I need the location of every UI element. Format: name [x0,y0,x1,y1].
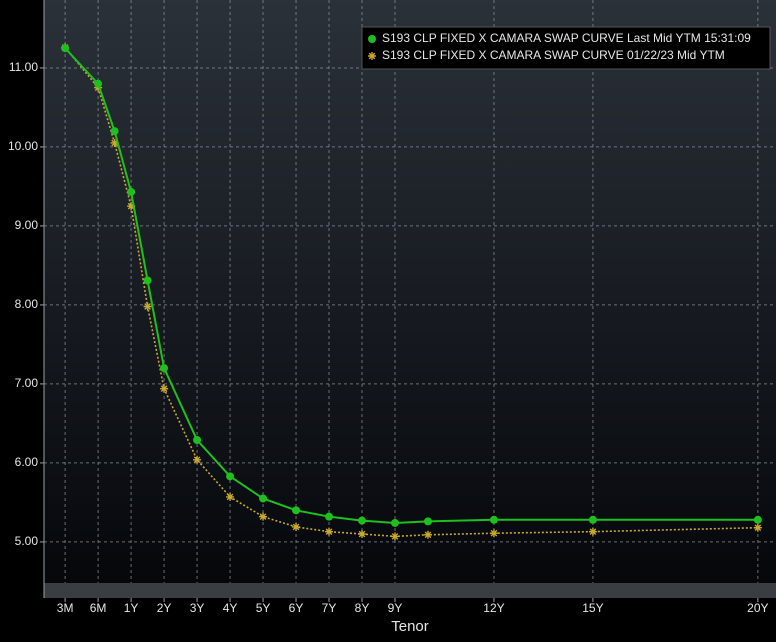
x-axis-band [44,583,776,598]
x-tick-label: 3M [57,601,74,615]
y-tick-label: 6.00 [15,455,39,469]
point [160,384,169,393]
point [423,530,432,539]
x-tick-label: 3Y [190,601,205,615]
x-tick-label: 15Y [582,601,603,615]
point [358,530,367,539]
series-line [64,46,758,538]
point [61,44,70,53]
legend-marker [368,35,376,43]
x-tick-label: 4Y [223,601,238,615]
legend-box [361,26,771,70]
point [193,436,202,445]
x-tick-label: 6Y [289,601,304,615]
y-tick-label: 5.00 [15,534,39,548]
point [358,516,367,525]
x-tick-label: 7Y [322,601,337,615]
x-tick-label: 8Y [355,601,370,615]
legend-label: S193 CLP FIXED X CAMARA SWAP CURVE 01/22… [382,48,725,62]
point [753,523,762,532]
x-tick-label: 5Y [256,601,271,615]
y-tick-label: 11.00 [9,60,38,74]
y-tick-label: 9.00 [15,218,39,232]
point [588,527,597,536]
series [61,43,762,541]
x-tick-label: 12Y [483,601,504,615]
point [127,187,136,196]
point [423,517,432,526]
plot-area [44,0,776,583]
point [489,515,498,524]
point [259,512,268,521]
point [94,79,103,88]
y-tick-label: 7.00 [15,376,39,390]
x-tick-label: 1Y [124,601,139,615]
x-tick-label: 6M [90,601,107,615]
point [588,515,597,524]
point [325,527,334,536]
series [61,44,762,527]
point [143,302,152,311]
x-tick-label: 2Y [157,601,172,615]
point [127,202,136,211]
point [143,276,152,285]
legend-marker [368,52,376,60]
x-axis-title: Tenor [391,618,429,635]
x-tick-label: 9Y [388,601,403,615]
point [193,455,202,464]
point [753,515,762,524]
y-tick-label: 10.00 [8,139,38,153]
point [390,518,399,527]
point [110,138,119,147]
point [226,472,235,481]
legend: S193 CLP FIXED X CAMARA SWAP CURVE Last … [361,26,771,70]
point [110,127,119,136]
x-tick-label: 20Y [747,601,768,615]
point [325,512,334,521]
point [160,364,169,373]
point [292,522,301,531]
legend-label: S193 CLP FIXED X CAMARA SWAP CURVE Last … [382,31,751,45]
y-tick-label: 8.00 [15,297,39,311]
point [489,529,498,538]
point [259,494,268,503]
point [390,532,399,541]
point [226,492,235,501]
point [292,506,301,515]
